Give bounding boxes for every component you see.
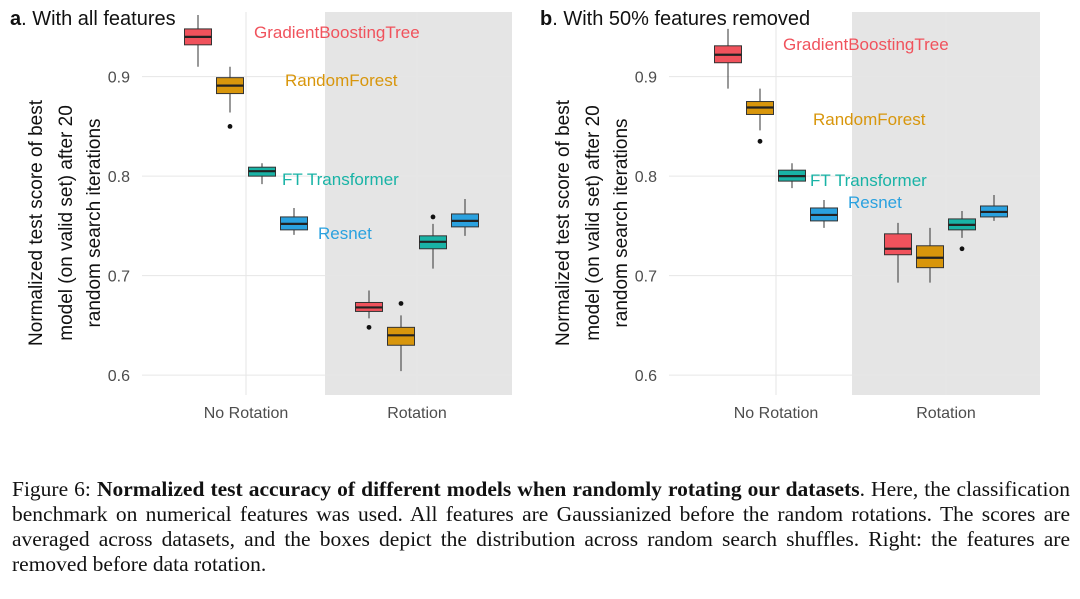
outlier-point (959, 246, 965, 252)
series-label-randomforest: RandomForest (285, 71, 398, 90)
panel-letter: b (540, 8, 552, 30)
boxplot-resnet-no-rotation (810, 200, 838, 228)
panel-title: b. With 50% features removed (540, 8, 810, 30)
caption-title-end: . (859, 477, 866, 501)
series-label-ft-transformer: FT Transformer (282, 170, 399, 189)
box-iqr (884, 233, 912, 256)
x-tick-label: Rotation (387, 405, 447, 422)
x-tick-label: No Rotation (734, 405, 819, 422)
panel-b-chart: 0.6 0.7 0.8 0.9 No Rotation Rotation b. With 5… (540, 8, 1040, 422)
y-axis-label-line: Normalized test score of best (553, 99, 574, 346)
y-tick-label: 0.7 (635, 269, 657, 286)
outlier-point (430, 214, 436, 220)
boxplot-gradientboostingtree-rotation (355, 290, 383, 330)
boxplot-randomforest-rotation (387, 301, 415, 372)
series-label-resnet: Resnet (318, 224, 372, 243)
panel-a-chart: 0.6 0.7 0.8 0.9 No Rotation Rotation a. With a… (10, 8, 512, 422)
y-tick-label: 0.9 (108, 70, 130, 87)
y-axis-label-line: random search iterations (84, 118, 105, 327)
outlier-point (366, 324, 372, 330)
series-label-resnet: Resnet (848, 193, 902, 212)
boxplot-resnet-rotation (451, 199, 479, 236)
boxplot-ft-transformer-no-rotation (248, 163, 276, 185)
boxplot-randomforest-no-rotation (216, 66, 244, 129)
boxplot-resnet-no-rotation (280, 207, 308, 235)
y-tick-label: 0.8 (635, 169, 657, 186)
series-label-gradientboostingtree: GradientBoostingTree (783, 35, 949, 54)
boxplot-gradientboostingtree-no-rotation (184, 14, 212, 67)
series-label-gradientboostingtree: GradientBoostingTree (254, 23, 420, 42)
outlier-point (227, 124, 233, 129)
boxplot-randomforest-rotation (916, 227, 944, 283)
y-axis-label-line: model (on valid set) after 20 (583, 105, 604, 341)
y-tick-label: 0.7 (108, 269, 130, 286)
boxplot-randomforest-no-rotation (746, 88, 774, 144)
outlier-point (398, 301, 404, 306)
y-tick-label: 0.9 (635, 70, 657, 87)
y-axis-label-line: model (on valid set) after 20 (56, 105, 77, 341)
boxplot-ft-transformer-rotation (948, 210, 976, 252)
caption-body: Here, the classification benchmark on nu… (12, 477, 1070, 576)
boxplot-ft-transformer-no-rotation (778, 163, 806, 189)
rotation-shaded-region (325, 12, 512, 395)
panel-title-text: . With all features (21, 8, 176, 30)
caption-label: Figure 6: (12, 477, 97, 501)
y-tick-label: 0.6 (635, 368, 657, 385)
panel-letter: a (10, 8, 22, 30)
panel-title: a. With all features (10, 8, 176, 30)
series-label-ft-transformer: FT Transformer (810, 171, 927, 190)
y-tick-label: 0.8 (108, 169, 130, 186)
boxplot-ft-transformer-rotation (419, 214, 447, 269)
y-axis-label-line: Normalized test score of best (26, 99, 47, 346)
boxplot-gradientboostingtree-rotation (884, 222, 912, 283)
y-axis-label-line: random search iterations (611, 118, 632, 327)
caption-title: Normalized test accuracy of different mo… (96, 477, 860, 501)
y-tick-label: 0.6 (108, 368, 130, 385)
x-tick-label: No Rotation (204, 405, 289, 422)
boxplot-resnet-rotation (980, 195, 1008, 221)
figure-caption: Figure 6: Normalized test accuracy of di… (12, 477, 1070, 577)
panel-title-text: . With 50% features removed (552, 8, 810, 30)
series-label-randomforest: RandomForest (813, 110, 926, 129)
x-tick-label: Rotation (916, 405, 976, 422)
boxplot-gradientboostingtree-no-rotation (714, 28, 742, 89)
outlier-point (757, 138, 763, 144)
figure-6: 0.6 0.7 0.8 0.9 No Rotation Rotation a. With a… (10, 8, 1040, 422)
